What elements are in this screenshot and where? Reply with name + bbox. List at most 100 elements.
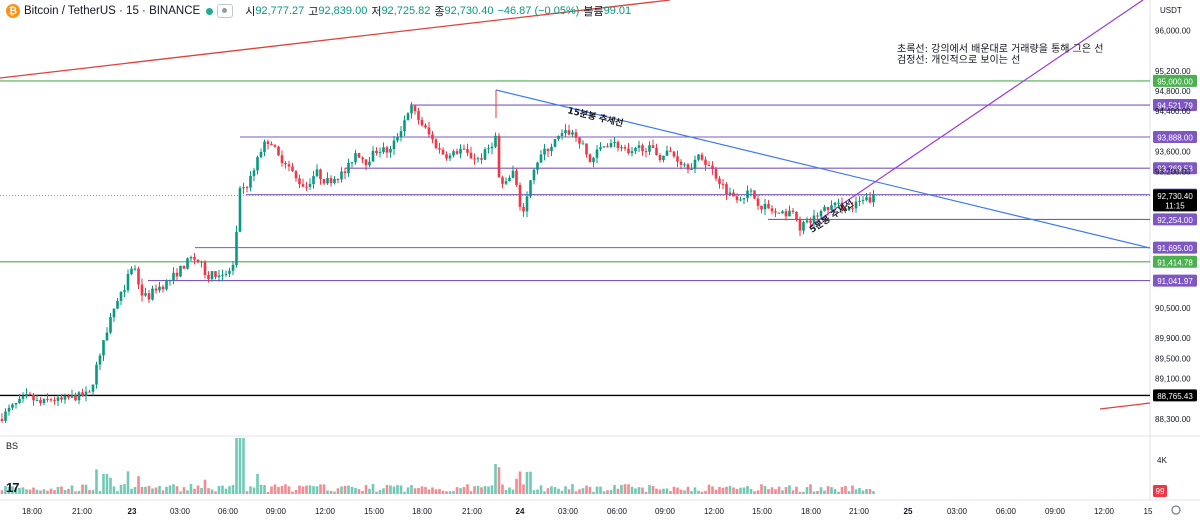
time-tick-label: 12:00: [1094, 507, 1115, 516]
volume-bar: [112, 486, 116, 494]
candle-body: [711, 165, 714, 170]
candle-body: [123, 290, 126, 292]
volume-bar: [116, 491, 119, 494]
volume-bar: [284, 484, 287, 494]
volume-bar: [361, 490, 364, 494]
time-tick-label: 25: [904, 507, 913, 516]
volume-bar: [95, 469, 98, 494]
volume-pane-label[interactable]: BS: [6, 441, 19, 451]
candle-body: [298, 178, 301, 185]
volume-bar: [294, 489, 298, 494]
candle-body: [466, 149, 469, 153]
candle-body: [88, 391, 91, 393]
volume-bar: [697, 490, 700, 494]
candle-body: [861, 200, 865, 202]
volume-bar: [172, 484, 175, 494]
candle-body: [637, 145, 641, 148]
volume-bar: [658, 489, 662, 494]
candle-body: [340, 171, 343, 180]
volume-bar: [865, 489, 868, 494]
volume-bar: [494, 464, 497, 494]
volume-bar: [144, 486, 147, 494]
candle-body: [763, 203, 767, 210]
candle-body: [354, 153, 357, 163]
volume-bar: [837, 491, 840, 494]
volume-bar: [424, 487, 427, 494]
volume-bar: [319, 484, 322, 494]
candle-body: [389, 149, 392, 153]
grid: [0, 0, 1200, 501]
candle-body: [770, 208, 774, 212]
volume-bar: [746, 486, 749, 494]
candle-body: [693, 159, 697, 169]
volume-bar: [49, 488, 53, 494]
price-tick-label: 93,200.00: [1155, 168, 1191, 177]
current-price-label: 92,730.40: [1157, 192, 1193, 201]
candle-body: [609, 143, 613, 147]
volume-bar: [242, 438, 245, 494]
candle-body: [483, 149, 487, 160]
candle-body: [375, 150, 378, 153]
volume-bar: [315, 486, 319, 494]
candles: [0, 102, 875, 423]
time-axis[interactable]: 18:00 21:00 23 03:00 06:00 09:00 12:00 15:00 18:…: [22, 507, 1153, 516]
candle-body: [406, 113, 410, 121]
candle-body: [91, 384, 95, 392]
volume-bar: [634, 488, 637, 494]
volume-bar: [763, 486, 767, 494]
eye-icon[interactable]: [217, 4, 234, 18]
volume-bar: [501, 484, 504, 494]
candle-body: [840, 202, 844, 209]
candle-body: [56, 397, 60, 401]
candle-body: [280, 155, 284, 164]
candle-body: [207, 275, 210, 280]
volume-bar: [851, 485, 854, 494]
volume-bar: [434, 489, 438, 494]
level-price-tag: [1153, 213, 1197, 226]
candle-body: [4, 411, 7, 421]
candle-body: [210, 271, 214, 280]
volume-bar: [179, 491, 182, 494]
candle-body: [392, 140, 396, 150]
volume-bar: [301, 486, 305, 494]
volume-bar: [700, 491, 704, 494]
symbol-title[interactable]: Bitcoin / TetherUS · 15 · BINANCE: [24, 5, 201, 17]
level-price-label: 93,269.53: [1157, 165, 1193, 174]
volume-bar: [595, 486, 599, 494]
volume-bar: [224, 488, 228, 494]
candle-body: [462, 148, 466, 150]
candle-body: [847, 207, 851, 211]
price-axis[interactable]: 95,000.00 94,521.79 93,888.00 93,269.53 92,7…: [1151, 0, 1200, 515]
price-tick-label: 89,100.00: [1155, 375, 1191, 384]
candle-body: [781, 211, 784, 214]
volume-bar: [616, 488, 620, 494]
candle-body: [487, 148, 490, 150]
tradingview-logo[interactable]: 17: [6, 480, 20, 495]
level-price-tag: [1153, 389, 1197, 402]
volume-bar: [693, 487, 697, 494]
candle-body: [329, 178, 333, 184]
candle-body: [655, 147, 658, 156]
volume-bar: [70, 485, 74, 494]
candle-body: [700, 154, 704, 160]
candle-body: [697, 154, 700, 160]
price-tick-label: 94,400.00: [1155, 107, 1191, 116]
volume-bar: [459, 488, 462, 494]
volume-bar: [578, 489, 581, 494]
volume-bar: [515, 478, 518, 494]
candle-body: [455, 151, 459, 154]
candle-body: [63, 395, 67, 400]
volume-bar: [228, 486, 231, 494]
volume-bar: [756, 490, 760, 494]
volume-bar: [630, 486, 634, 494]
volume-bar: [627, 484, 630, 494]
level-price-tag: [1153, 255, 1197, 268]
candle-body: [788, 210, 791, 217]
volume-bar: [203, 479, 207, 494]
price-tick-label: 89,900.00: [1155, 334, 1191, 343]
candle-body: [53, 399, 56, 401]
level-price-tag: [1153, 241, 1197, 254]
candle-body: [585, 143, 588, 155]
candle-body: [0, 418, 4, 421]
